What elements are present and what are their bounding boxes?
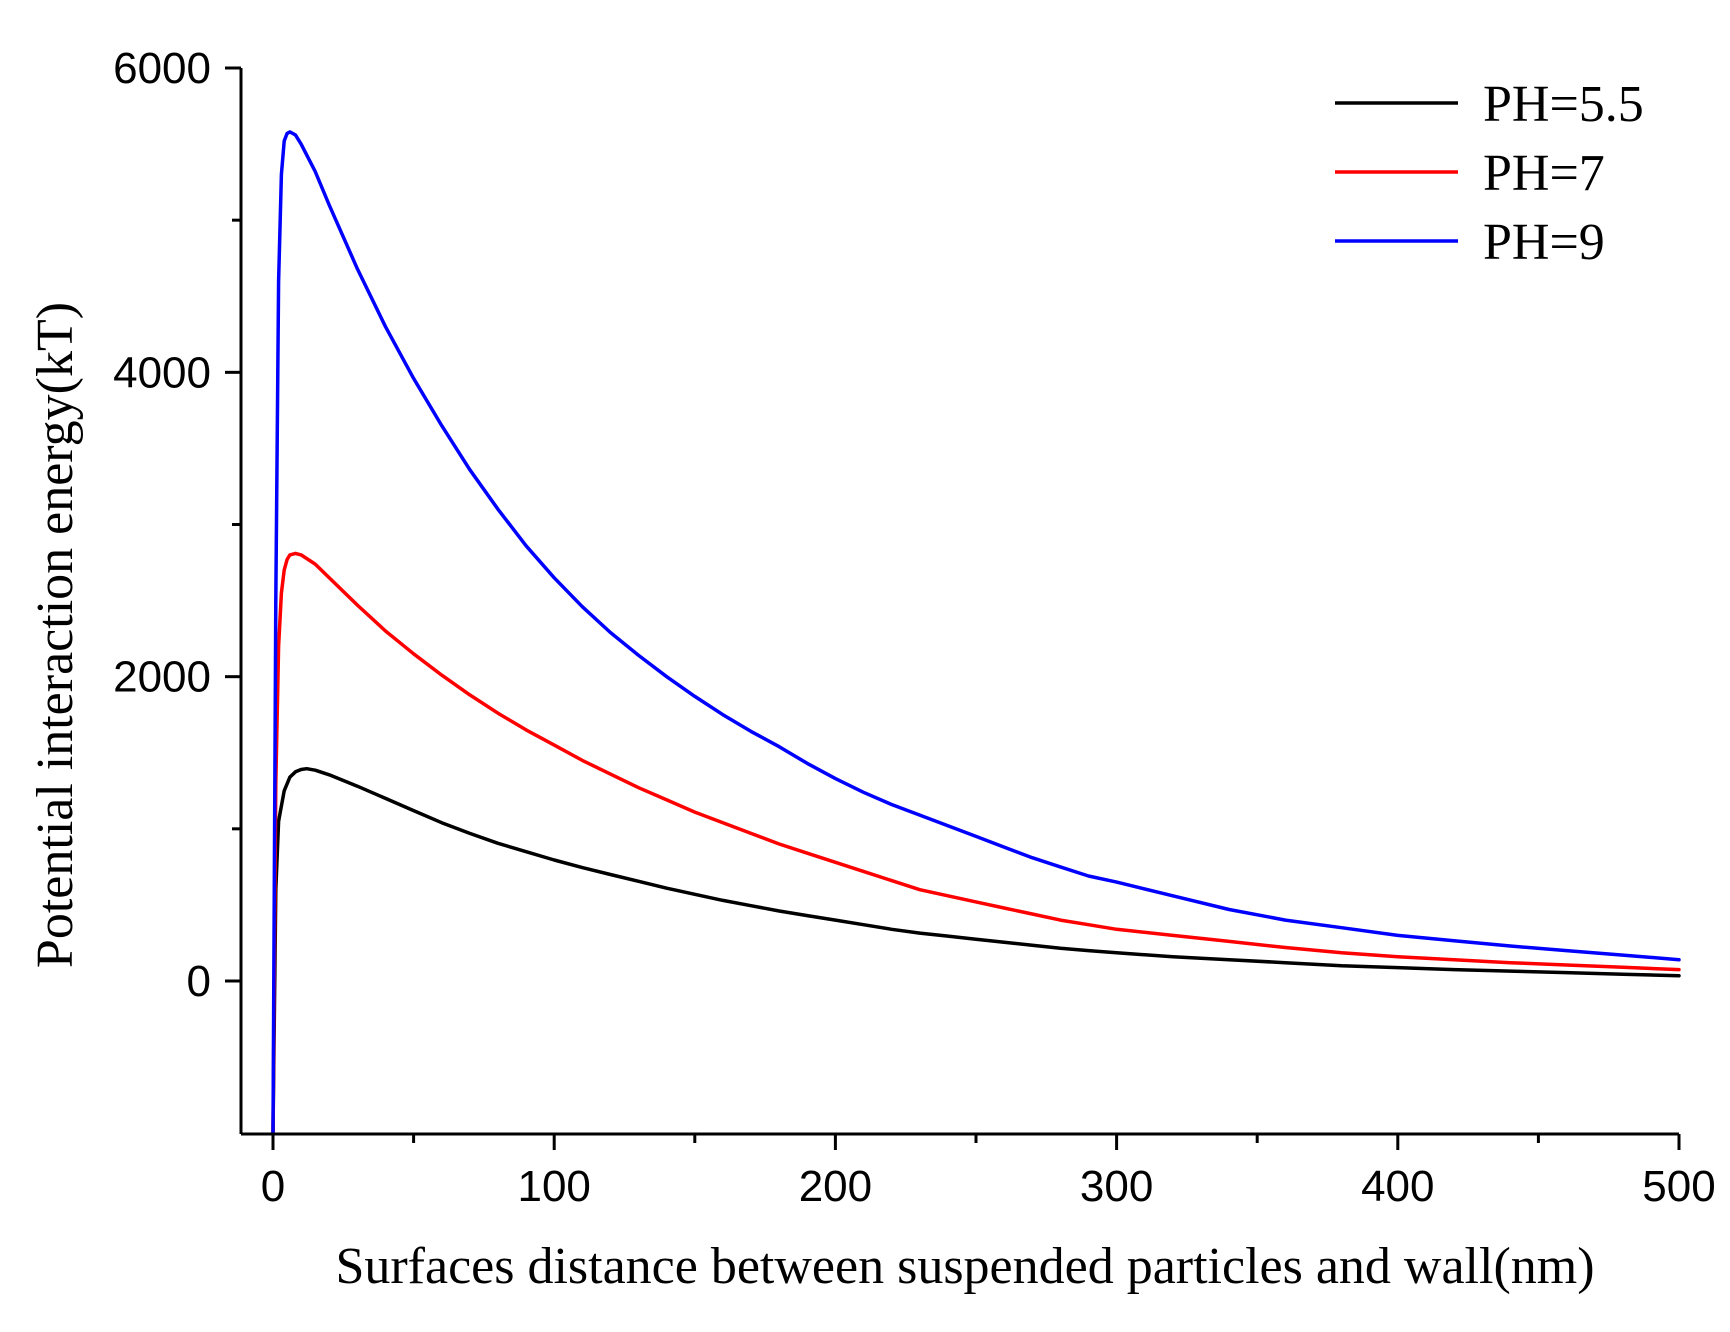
x-ticks: 0 100 200 300 400 500: [261, 1134, 1716, 1211]
series-line-3: [271, 130, 1681, 1135]
legend-label-2: PH=7: [1483, 145, 1605, 202]
axes: [239, 68, 1679, 1136]
x-tick-label: 500: [1642, 1162, 1715, 1211]
y-tick-label: 4000: [113, 348, 211, 397]
x-tick-label: 300: [1080, 1162, 1153, 1211]
x-tick-label: 100: [517, 1162, 590, 1211]
x-axis-title: Surfaces distance between suspended part…: [335, 1238, 1594, 1295]
x-tick-label: 400: [1361, 1162, 1434, 1211]
x-tick-label: 0: [261, 1162, 285, 1211]
series-line-2: [271, 551, 1681, 1135]
y-tick-label: 6000: [113, 44, 211, 93]
x-tick-label: 200: [799, 1162, 872, 1211]
legend-label-3: PH=9: [1483, 214, 1605, 271]
legend: PH=5.5 PH=7 PH=9: [1335, 76, 1644, 271]
y-ticks: 0 2000 4000 6000: [113, 44, 241, 1006]
y-tick-label: 0: [187, 957, 211, 1006]
legend-label-1: PH=5.5: [1483, 76, 1644, 133]
series-line-1: [271, 766, 1681, 1135]
y-tick-label: 2000: [113, 653, 211, 702]
y-axis-title: Potential interaction energy(kT): [27, 302, 84, 968]
plot-lines: [271, 130, 1681, 1135]
